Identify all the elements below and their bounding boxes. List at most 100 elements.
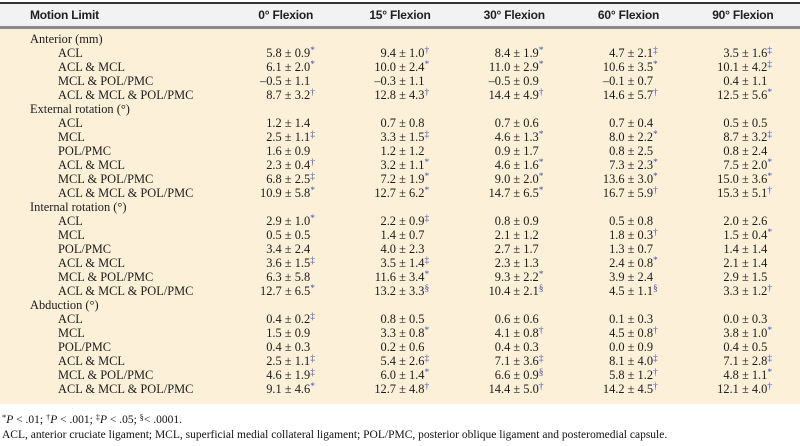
cell-value: 7.2 ± 1.9 <box>380 172 425 186</box>
cell-value: 0.5 ± 0.8 <box>609 214 654 228</box>
table-bottom-padding <box>0 396 800 404</box>
table-cell: 11.6 ± 3.4* <box>343 270 457 284</box>
cell-value: 1.4 ± 0.7 <box>380 228 425 242</box>
cell-value: 8.7 ± 3.2 <box>723 130 768 144</box>
table-top-rule <box>0 2 800 4</box>
cell-value: 2.4 ± 0.8 <box>609 256 654 270</box>
table-row: POL/PMC 3.4 ± 2.4 4.0 ± 2.3 2.7 ± 1.7 1.3 ± … <box>0 242 800 256</box>
table-cell: 0.5 ± 0.5 <box>229 228 343 242</box>
cell-value: 0.8 ± 0.9 <box>494 214 539 228</box>
table-row: MCL 0.5 ± 0.5 1.4 ± 0.7 2.1 ± 1.2 1.8 ± 0.3†… <box>0 228 800 242</box>
row-label: ACL & MCL & POL/PMC <box>58 284 194 298</box>
table-cell: 13.6 ± 3.0* <box>571 172 685 186</box>
cell-value: 6.1 ± 2.0 <box>266 60 311 74</box>
cell-value: 9.0 ± 2.0 <box>494 172 539 186</box>
cell-value: 11.6 ± 3.4 <box>374 270 425 284</box>
cell-value: 7.3 ± 2.3 <box>609 158 654 172</box>
section-label: Anterior (mm) <box>30 32 103 46</box>
table-row: ACL 5.8 ± 0.9* 9.4 ± 1.0† 8.4 ± 1.9* 4.7 ± 2… <box>0 46 800 60</box>
cell-value: 5.4 ± 2.6 <box>380 354 425 368</box>
table-cell: 10.0 ± 2.4* <box>343 60 457 74</box>
cell-value: 13.6 ± 3.0 <box>602 172 654 186</box>
cell-value: 14.2 ± 4.5 <box>602 382 654 396</box>
cell-value: 4.5 ± 0.8 <box>609 326 654 340</box>
row-label: MCL & POL/PMC <box>58 74 154 88</box>
table-cell: 0.4 ± 0.2‡ <box>229 312 343 326</box>
cell-value: 0.9 ± 1.7 <box>494 144 539 158</box>
cell-value: 12.7 ± 4.8 <box>374 382 425 396</box>
table-cell: 0.1 ± 0.3 <box>571 312 685 326</box>
cell-value: –0.1 ± 0.7 <box>602 74 654 88</box>
table-cell: –0.5 ± 1.1 <box>229 74 343 88</box>
motion-limit-table: Motion Limit 0° Flexion 15° Flexion 30° Fle… <box>0 4 800 404</box>
cell-value: 2.7 ± 1.7 <box>494 242 539 256</box>
cell-value: 2.5 ± 1.1 <box>266 354 311 368</box>
cell-value: 5.8 ± 0.9 <box>266 46 311 60</box>
table-cell: 16.7 ± 5.9† <box>571 186 685 200</box>
row-label: ACL & MCL <box>58 60 126 74</box>
table-row: POL/PMC 1.6 ± 0.9 1.2 ± 1.2 0.9 ± 1.7 0.8 ± … <box>0 144 800 158</box>
cell-value: 3.4 ± 2.4 <box>266 242 311 256</box>
cell-value: 10.6 ± 3.5 <box>602 60 654 74</box>
table-cell: 12.5 ± 5.6* <box>686 88 800 102</box>
cell-value: 0.8 ± 2.5 <box>609 144 654 158</box>
table-cell: 10.1 ± 4.2‡ <box>686 60 800 74</box>
table-row: ACL 0.4 ± 0.2‡ 0.8 ± 0.5 0.6 ± 0.6 0.1 ± 0.3… <box>0 312 800 326</box>
table-cell: 3.5 ± 1.6‡ <box>686 46 800 60</box>
cell-value: 8.4 ± 1.9 <box>494 46 539 60</box>
table-cell: 1.2 ± 1.2 <box>343 144 457 158</box>
cell-value: 4.6 ± 1.3 <box>494 130 539 144</box>
table-cell: 4.6 ± 1.6* <box>457 158 571 172</box>
section-row: Abduction (°) <box>0 298 800 312</box>
table-cell: 13.2 ± 3.3§ <box>343 284 457 298</box>
table-cell: 0.4 ± 0.3 <box>229 340 343 354</box>
table-cell: 2.5 ± 1.1‡ <box>229 130 343 144</box>
table-cell: 4.6 ± 1.3* <box>457 130 571 144</box>
table-row: POL/PMC 0.4 ± 0.3 0.2 ± 0.6 0.4 ± 0.3 0.0 ± … <box>0 340 800 354</box>
table-cell: 7.1 ± 3.6‡ <box>457 354 571 368</box>
cell-value: 0.7 ± 0.6 <box>494 116 539 130</box>
table-row: ACL 1.2 ± 1.4 0.7 ± 0.8 0.7 ± 0.6 0.7 ± 0.4 0… <box>0 116 800 130</box>
table-cell: 1.4 ± 1.4 <box>686 242 800 256</box>
section-label: Internal rotation (°) <box>30 200 127 214</box>
table-cell: 0.0 ± 0.3 <box>686 312 800 326</box>
cell-value: 2.9 ± 1.0 <box>266 214 311 228</box>
table-cell: 6.8 ± 2.5‡ <box>229 172 343 186</box>
table-cell: 12.1 ± 4.0† <box>686 382 800 396</box>
cell-value: 10.4 ± 2.1 <box>488 284 539 298</box>
cell-value: 4.5 ± 1.1 <box>609 284 654 298</box>
table-cell: 14.2 ± 4.5† <box>571 382 685 396</box>
cell-value: 2.2 ± 0.9 <box>380 214 425 228</box>
cell-value: 1.4 ± 1.4 <box>723 242 768 256</box>
cell-value: 14.6 ± 5.7 <box>602 88 654 102</box>
table-cell: 0.4 ± 1.1 <box>686 74 800 88</box>
row-label: ACL & MCL <box>58 256 126 270</box>
row-label: MCL <box>58 228 85 242</box>
row-label: POL/PMC <box>58 144 112 158</box>
cell-value: 10.1 ± 4.2 <box>717 60 768 74</box>
table-cell: 6.1 ± 2.0* <box>229 60 343 74</box>
cell-value: 8.0 ± 2.2 <box>609 130 654 144</box>
table-cell: 2.0 ± 2.6 <box>686 214 800 228</box>
table-cell: 14.4 ± 5.0† <box>457 382 571 396</box>
cell-value: 9.1 ± 4.6 <box>266 382 311 396</box>
table-cell: 6.6 ± 0.9§ <box>457 368 571 382</box>
cell-value: 3.3 ± 1.2 <box>723 284 768 298</box>
cell-value: 0.2 ± 0.6 <box>380 340 425 354</box>
table-cell: 0.4 ± 0.3 <box>457 340 571 354</box>
cell-value: 3.3 ± 0.8 <box>380 326 425 340</box>
table-cell: –0.3 ± 1.1 <box>343 74 457 88</box>
table-cell: 3.2 ± 1.1* <box>343 158 457 172</box>
section-row: Internal rotation (°) <box>0 200 800 214</box>
table-cell: 6.3 ± 5.8 <box>229 270 343 284</box>
row-label: ACL & MCL <box>58 158 126 172</box>
row-label: ACL <box>58 116 83 130</box>
table-cell: 0.8 ± 2.4 <box>686 144 800 158</box>
table-cell: 5.4 ± 2.6‡ <box>343 354 457 368</box>
table-cell: 3.3 ± 1.5‡ <box>343 130 457 144</box>
cell-value: 11.0 ± 2.9 <box>489 60 539 74</box>
table-cell: 0.8 ± 2.5 <box>571 144 685 158</box>
table-header: Motion Limit 0° Flexion 15° Flexion 30° Fle… <box>0 4 800 29</box>
table-row: MCL & POL/PMC 6.8 ± 2.5‡ 7.2 ± 1.9* 9.0 ± 2… <box>0 172 800 186</box>
cell-value: –0.3 ± 1.1 <box>374 74 425 88</box>
